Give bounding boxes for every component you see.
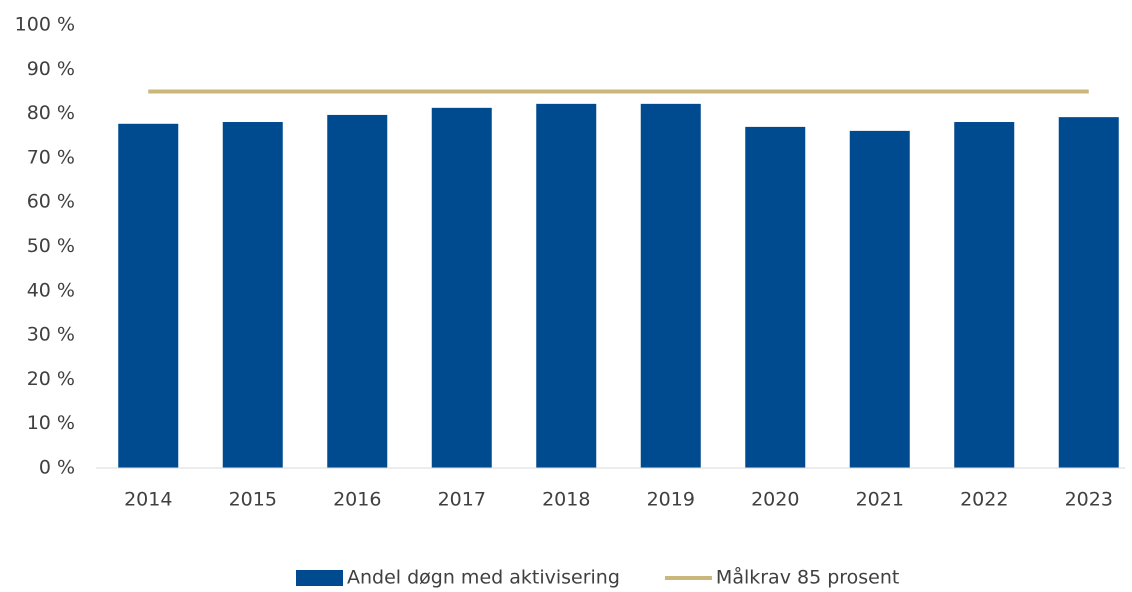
- x-tick-label: 2017: [438, 489, 486, 511]
- bar: [954, 122, 1015, 468]
- legend-label: Målkrav 85 prosent: [716, 566, 899, 589]
- bar: [222, 122, 283, 468]
- x-tick-label: 2021: [856, 489, 904, 511]
- y-tick-label: 20 %: [27, 368, 75, 390]
- x-tick-label: 2018: [542, 489, 590, 511]
- x-tick-label: 2014: [124, 489, 172, 511]
- x-tick-label: 2016: [333, 489, 381, 511]
- y-tick-label: 10 %: [27, 412, 75, 434]
- bar: [118, 123, 179, 468]
- y-tick-label: 0 %: [39, 457, 75, 479]
- bar: [640, 103, 701, 468]
- y-tick-label: 80 %: [27, 102, 75, 124]
- x-tick-label: 2019: [647, 489, 695, 511]
- x-tick-label: 2022: [960, 489, 1008, 511]
- bar: [327, 114, 388, 468]
- bar: [745, 126, 806, 468]
- x-tick-label: 2023: [1065, 489, 1113, 511]
- y-tick-label: 40 %: [27, 279, 75, 301]
- bar: [431, 107, 492, 468]
- y-tick-label: 50 %: [27, 235, 75, 257]
- x-tick-label: 2020: [751, 489, 799, 511]
- bar: [1058, 117, 1119, 469]
- bar: [849, 130, 910, 468]
- x-tick-label: 2015: [229, 489, 277, 511]
- y-tick-label: 30 %: [27, 324, 75, 346]
- y-tick-label: 100 %: [15, 14, 75, 36]
- legend-swatch: [296, 570, 343, 586]
- y-tick-label: 60 %: [27, 191, 75, 213]
- legend-label: Andel døgn med aktivisering: [347, 567, 620, 589]
- y-tick-label: 70 %: [27, 146, 75, 168]
- bar: [536, 103, 597, 468]
- y-tick-label: 90 %: [27, 58, 75, 80]
